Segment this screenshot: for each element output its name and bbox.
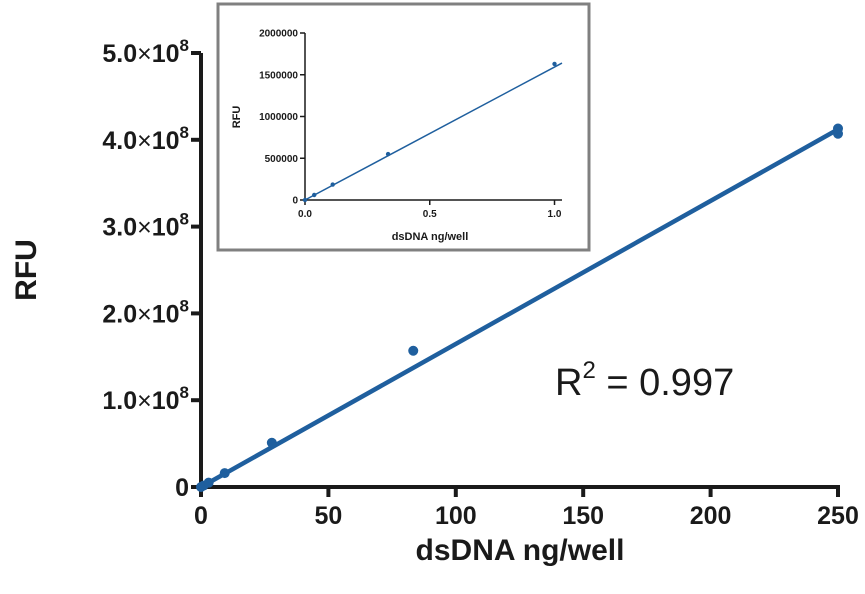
y-tick-label: 2.0×108: [102, 296, 189, 328]
inset-fit-line-group: [304, 62, 563, 201]
inset-chart: 0 500000 1000000 1500000 2000000 0.0 0.5 1.0 d…: [216, 2, 591, 252]
y-tick-times: ×: [137, 40, 152, 68]
y-tick-times: ×: [137, 387, 152, 415]
x-tick-label: 250: [817, 502, 859, 530]
y-tick-label: 5.0×108: [102, 36, 189, 68]
inset-data-point: [330, 182, 335, 187]
data-point: [408, 345, 419, 356]
inset-fit-line: [304, 62, 563, 201]
y-tick-mantissa: 2.0: [102, 300, 137, 328]
x-axis-title: dsDNA ng/well: [416, 534, 625, 567]
y-tick-times: ×: [137, 300, 152, 328]
inset-x-tick-label: 1.0: [548, 209, 562, 220]
r-squared-sup: 2: [582, 357, 595, 384]
r-squared-base: R: [555, 362, 582, 404]
inset-data-point: [302, 197, 308, 203]
y-tick-label: 0: [175, 474, 189, 502]
x-tick-label: 150: [562, 502, 604, 530]
inset-y-axis-title: RFU: [231, 106, 243, 129]
inset-y-tick-label: 1500000: [259, 70, 298, 81]
inset-frame: [216, 2, 591, 252]
y-tick-mantissa: 4.0: [102, 127, 137, 155]
y-tick-base: 10: [152, 127, 180, 155]
y-tick-base: 10: [152, 40, 180, 68]
x-tick-label: 100: [435, 502, 477, 530]
data-point: [203, 477, 214, 488]
inset-data-point: [312, 192, 317, 198]
x-tick-label: 200: [690, 502, 732, 530]
y-tick-mantissa: 1.0: [102, 387, 137, 415]
inset-data-points: [302, 61, 557, 203]
r-squared-rest: = 0.997: [596, 362, 734, 404]
y-tick-exponent: 8: [180, 210, 189, 229]
y-axis-title: RFU: [10, 239, 43, 301]
y-tick-mantissa: 5.0: [102, 40, 137, 68]
data-point: [219, 468, 230, 479]
y-tick-base: 10: [152, 300, 180, 328]
y-tick-exponent: 8: [180, 123, 189, 142]
inset-y-tick-label: 1000000: [259, 112, 298, 123]
y-tick-times: ×: [137, 214, 152, 242]
r-squared-annotation: R2 = 0.997: [555, 357, 734, 404]
data-point: [266, 437, 277, 448]
x-tick-label: 50: [314, 502, 342, 530]
data-points: [196, 123, 843, 492]
y-tick-times: ×: [137, 127, 152, 155]
inset-x-tick-label: 0.5: [423, 209, 437, 220]
y-tick-base: 10: [152, 387, 180, 415]
y-tick-exponent: 8: [180, 383, 189, 402]
x-tick-label: 0: [194, 502, 208, 530]
fit-line-group: [199, 127, 840, 489]
x-ticks: 0 50 100 150 200 250: [194, 487, 859, 530]
inset-y-tick-label: 500000: [265, 154, 299, 165]
y-tick-exponent: 8: [180, 296, 189, 315]
y-tick-base: 10: [152, 214, 180, 242]
inset-y-tick-label: 2000000: [259, 29, 298, 40]
y-tick-exponent: 8: [180, 36, 189, 55]
y-tick-mantissa: 3.0: [102, 214, 137, 242]
y-tick-label: 1.0×108: [102, 383, 189, 415]
inset-y-tick-label: 0: [292, 196, 298, 207]
y-tick-label: 4.0×108: [102, 123, 189, 155]
inset-x-axis-title: dsDNA ng/well: [392, 231, 469, 243]
inset-x-tick-label: 0.0: [298, 209, 312, 220]
inset-data-point: [385, 151, 391, 157]
y-tick-mantissa: 0: [175, 474, 189, 502]
data-point: [833, 123, 843, 134]
inset-data-point: [552, 61, 557, 67]
y-tick-label: 3.0×108: [102, 210, 189, 242]
fit-line: [199, 127, 840, 489]
